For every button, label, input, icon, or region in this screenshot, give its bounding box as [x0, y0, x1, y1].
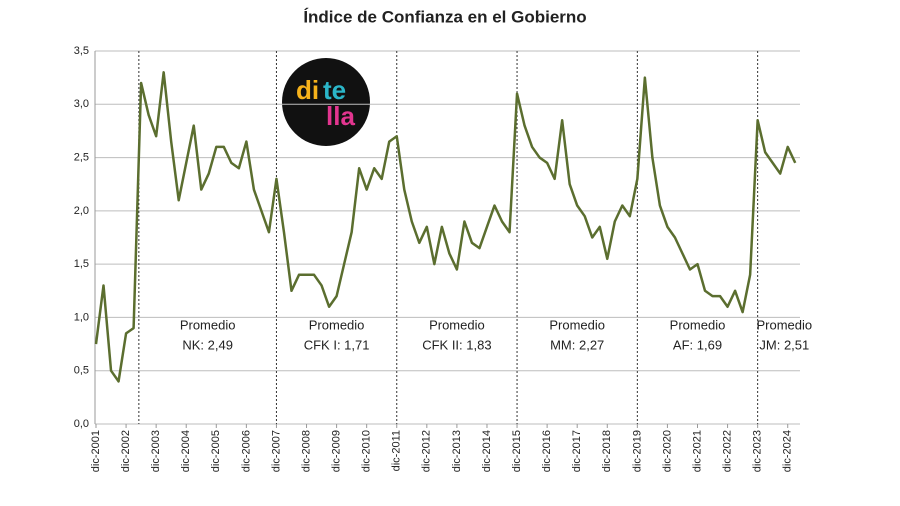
annotation: CFK II: 1,83	[422, 337, 491, 352]
annotation: Promedio	[670, 317, 726, 332]
line	[94, 71, 797, 383]
x-tick-label: dic-2009	[331, 430, 343, 472]
annotation: Promedio	[757, 317, 813, 332]
x-tick-label: dic-2021	[691, 430, 703, 472]
annotation: CFK I: 1,71	[304, 337, 370, 352]
annotation: MM: 2,27	[550, 337, 604, 352]
x-tick-label: dic-2007	[270, 430, 282, 472]
x-tick-label: dic-2016	[541, 430, 553, 472]
x-tick-label: dic-2015	[511, 430, 523, 472]
x-tick-label: dic-2017	[571, 430, 583, 472]
logo-text: di	[296, 75, 319, 105]
x-tick-label: dic-2010	[361, 430, 373, 472]
y-tick-label: 0,0	[74, 418, 89, 430]
x-tick-label: dic-2011	[391, 430, 403, 471]
y-tick-label: 1,0	[74, 311, 89, 323]
x-tick-label: dic-2003	[150, 430, 162, 472]
x-tick-label: dic-2022	[721, 430, 733, 472]
annotation: Promedio	[429, 317, 485, 332]
x-tick-label: dic-2012	[421, 430, 433, 472]
x-tick-label: dic-2019	[631, 430, 643, 472]
x-tick-label: dic-2018	[601, 430, 613, 472]
chart-title: Índice de Confianza en el Gobierno	[303, 7, 586, 26]
annotation: JM: 2,51	[759, 337, 809, 352]
x-tick-label: dic-2005	[210, 430, 222, 472]
y-tick-label: 3,5	[74, 45, 89, 57]
y-tick-label: 0,5	[74, 365, 89, 377]
x-tick-label: dic-2023	[752, 430, 764, 472]
y-tick-label: 1,5	[74, 258, 89, 270]
y-tick-label: 2,5	[74, 151, 89, 163]
x-tick-label: dic-2004	[180, 430, 192, 472]
annotation: Promedio	[180, 317, 236, 332]
annotation: Promedio	[549, 317, 605, 332]
x-tick-label: dic-2008	[300, 430, 312, 472]
x-tick-label: dic-2020	[661, 430, 673, 472]
x-tick-label: dic-2001	[90, 430, 102, 472]
annotation: NK: 2,49	[182, 337, 233, 352]
logo-text: lla	[326, 101, 355, 131]
logo-text: te	[323, 75, 346, 105]
x-tick-label: dic-2014	[481, 430, 493, 472]
x-tick-label: dic-2013	[451, 430, 463, 472]
y-tick-label: 2,0	[74, 205, 89, 217]
y-tick-label: 3,0	[74, 98, 89, 110]
annotation: Promedio	[309, 317, 365, 332]
x-tick-label: dic-2006	[240, 430, 252, 472]
x-tick-label: dic-2024	[782, 430, 794, 472]
logo-circle	[282, 58, 370, 146]
annotation: AF: 1,69	[673, 337, 722, 352]
x-tick-label: dic-2002	[120, 430, 132, 472]
